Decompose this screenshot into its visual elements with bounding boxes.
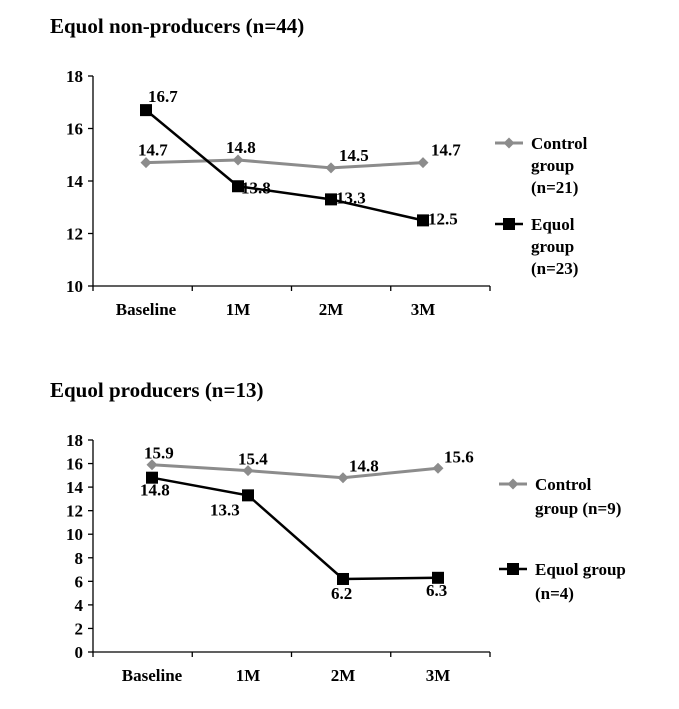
series-2: 14.8 13.3 6.2 6.3	[140, 471, 447, 603]
data-point-square	[146, 471, 158, 484]
data-label: 15.9	[144, 444, 174, 463]
y-tick-label: 0	[75, 643, 84, 662]
x-tick-label: 3M	[426, 666, 451, 685]
data-point-square	[432, 571, 444, 584]
data-point-diamond	[432, 462, 444, 474]
data-label: 6.2	[331, 584, 352, 603]
data-point-square	[140, 104, 152, 117]
y-tick-label: 14	[66, 172, 84, 191]
data-point-diamond	[146, 459, 158, 471]
data-label: 14.8	[140, 481, 170, 500]
y-tick-label: 12	[66, 225, 83, 244]
legend-label: (n=21)	[531, 178, 578, 197]
data-label: 13.3	[336, 188, 366, 207]
y-tick-label: 16	[66, 455, 83, 474]
legend-label: (n=4)	[535, 584, 574, 603]
data-label: 14.8	[226, 138, 256, 157]
legend-label: group	[531, 156, 574, 175]
legend-label: (n=23)	[531, 259, 578, 278]
data-point-square	[242, 489, 254, 502]
y-tick-label: 12	[66, 502, 83, 521]
data-point-square	[417, 214, 429, 227]
legend-entry-2: Equol group (n=4)	[499, 560, 626, 603]
series-1: 15.9 15.4 14.8 15.6	[144, 444, 474, 484]
data-label: 14.7	[138, 141, 168, 160]
data-point-diamond	[232, 154, 244, 166]
data-label: 6.3	[426, 581, 447, 600]
y-tick-label: 16	[66, 120, 83, 139]
x-tick-label: 3M	[411, 300, 436, 319]
legend-entry-1: Control group (n=21)	[495, 134, 588, 197]
legend-label: group (n=9)	[535, 499, 621, 518]
data-point-square	[337, 572, 349, 585]
y-tick-label: 18	[66, 67, 83, 86]
data-label: 14.8	[349, 457, 379, 476]
legend-marker-square	[503, 218, 515, 230]
y-tick-label: 10	[66, 277, 83, 296]
y-tick-label: 8	[75, 549, 84, 568]
chart-2: Equol producers (n=13) 0 2 4 6 8 10 12 14 16 18 Bas…	[50, 378, 626, 685]
x-tick-label: Baseline	[122, 666, 183, 685]
legend-entry-1: Control group (n=9)	[499, 475, 621, 518]
data-label: 12.5	[428, 209, 458, 228]
series-line	[145, 109, 424, 222]
legend-label: Control	[531, 134, 588, 153]
x-tick-label: 2M	[319, 300, 344, 319]
data-point-diamond	[325, 162, 337, 174]
y-tick-label: 4	[75, 596, 84, 615]
series-2: 16.7 13.8 13.3 12.5	[140, 87, 458, 228]
data-label: 13.8	[241, 178, 271, 197]
series-line	[151, 463, 439, 480]
legend-label: Equol group	[535, 560, 626, 579]
y-tick-label: 18	[66, 431, 83, 450]
data-point-square	[232, 180, 244, 193]
legend-entry-2: Equol group (n=23)	[495, 215, 578, 278]
x-tick-label: 1M	[226, 300, 251, 319]
y-tick-label: 2	[75, 619, 84, 638]
chart-title: Equol producers (n=13)	[50, 378, 263, 402]
y-tick-label: 6	[75, 572, 84, 591]
series-line	[151, 476, 439, 581]
series-line	[145, 158, 424, 170]
data-label: 14.5	[339, 146, 369, 165]
x-tick-label: 1M	[236, 666, 261, 685]
legend-label: Control	[535, 475, 592, 494]
data-label: 15.4	[238, 450, 268, 469]
legend-marker-diamond	[503, 137, 515, 149]
data-label: 16.7	[148, 87, 178, 106]
series-1: 14.7 14.8 14.5 14.7	[138, 138, 461, 174]
x-tick-label: 2M	[331, 666, 356, 685]
y-tick-label: 10	[66, 525, 83, 544]
x-tick-label: Baseline	[116, 300, 177, 319]
chart-title: Equol non-producers (n=44)	[50, 14, 304, 38]
legend-label: group	[531, 237, 574, 256]
data-label: 14.7	[431, 141, 461, 160]
legend-marker-diamond	[507, 478, 519, 490]
data-label: 13.3	[210, 500, 240, 519]
data-point-diamond	[417, 157, 429, 169]
legend-label: Equol	[531, 215, 575, 234]
data-point-diamond	[140, 157, 152, 169]
chart-1: Equol non-producers (n=44) 10 12 14 16 18 Base…	[50, 14, 588, 319]
data-point-square	[325, 193, 337, 206]
data-label: 15.6	[444, 447, 474, 466]
data-point-diamond	[242, 465, 254, 477]
y-tick-label: 14	[66, 478, 84, 497]
legend-marker-square	[507, 563, 519, 575]
data-point-diamond	[337, 472, 349, 484]
